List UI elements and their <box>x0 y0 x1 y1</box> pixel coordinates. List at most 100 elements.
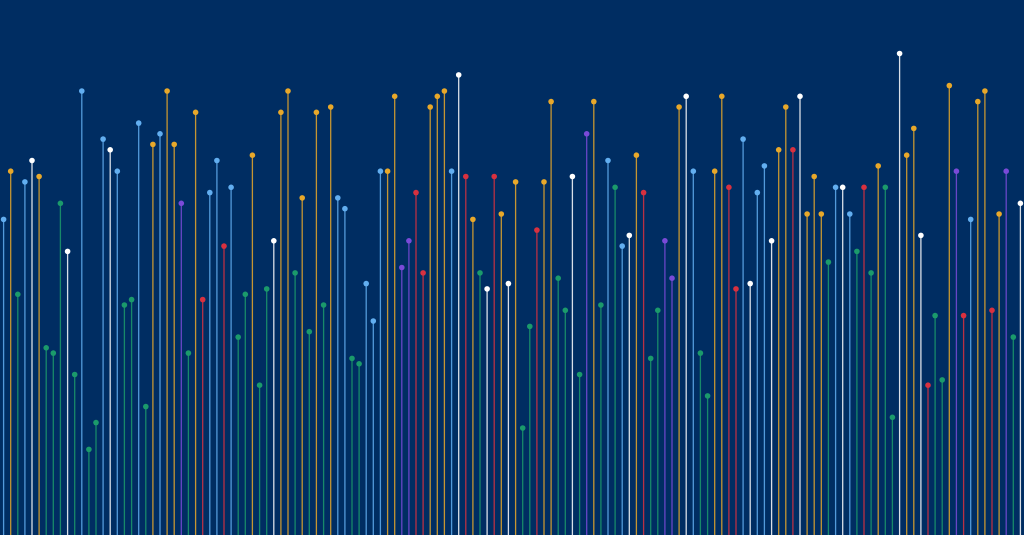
stem <box>548 98 554 535</box>
stem <box>854 248 860 535</box>
stem <box>527 323 533 535</box>
stem <box>626 232 633 535</box>
stem <box>235 334 241 535</box>
stem-dot <box>811 173 817 180</box>
stem <box>29 157 35 535</box>
stem <box>825 259 832 535</box>
stem <box>455 72 462 535</box>
stem-dot <box>960 312 967 319</box>
stem <box>555 275 561 535</box>
stem-dot <box>14 291 21 298</box>
stem <box>121 302 128 535</box>
stem-dot <box>114 168 121 174</box>
stem-dot <box>214 157 220 164</box>
stem-dot <box>278 109 284 116</box>
stem <box>100 136 106 535</box>
stem <box>519 425 526 535</box>
stem-dot <box>271 238 277 244</box>
stem-dot <box>882 184 889 191</box>
stem-dot <box>719 93 725 100</box>
stem-dot <box>967 216 974 223</box>
stem-dot <box>178 200 185 207</box>
stem-dot <box>356 361 362 367</box>
stem-dot <box>676 104 682 110</box>
stem <box>185 350 192 535</box>
stem <box>868 270 874 535</box>
stem <box>199 296 206 535</box>
stem <box>591 98 597 535</box>
stem <box>135 120 142 535</box>
stem-dot <box>1003 168 1009 174</box>
stem <box>583 131 590 535</box>
stem <box>697 350 704 535</box>
stem-dot <box>185 350 192 356</box>
stem-dot <box>946 82 953 89</box>
stem-dot <box>349 355 355 362</box>
stem <box>1017 200 1024 535</box>
stem <box>64 248 71 535</box>
stem <box>22 179 28 535</box>
stem <box>939 377 945 535</box>
stem-dot <box>839 184 846 191</box>
stem <box>726 184 732 535</box>
stem <box>221 243 227 535</box>
stem <box>1010 334 1017 535</box>
stem-dot <box>484 286 490 292</box>
stem-dot <box>989 307 995 314</box>
stem <box>7 168 14 535</box>
stem-dot <box>754 189 761 196</box>
stem <box>71 371 78 535</box>
stem-dot <box>534 227 540 233</box>
stem <box>633 152 640 535</box>
stem-dot <box>953 168 960 174</box>
stem-dot <box>363 280 370 287</box>
stem <box>612 184 618 535</box>
stem-dot <box>847 211 853 217</box>
stem-dot <box>555 275 561 282</box>
stem <box>989 307 995 535</box>
stem <box>690 168 697 535</box>
stem <box>36 173 42 535</box>
stem <box>619 243 625 535</box>
stem <box>882 184 889 535</box>
stem-dot <box>470 216 476 223</box>
stem-dot <box>143 403 149 410</box>
stem <box>214 157 220 535</box>
stem <box>797 93 803 535</box>
stem-dot <box>569 173 576 180</box>
stem <box>470 216 476 535</box>
stem-dot <box>86 446 92 453</box>
stem-dot <box>498 211 505 217</box>
stem-dot <box>505 280 512 287</box>
stem-dot <box>740 136 746 142</box>
stem <box>569 173 576 535</box>
stem <box>356 361 362 535</box>
stem <box>406 238 412 535</box>
stem <box>839 184 846 535</box>
stem-dot <box>562 307 569 314</box>
stem-dot <box>256 382 263 389</box>
stem <box>605 157 611 535</box>
stem <box>306 328 313 535</box>
stem-dot <box>128 296 135 303</box>
stem-dot <box>541 179 547 185</box>
stem-dot <box>64 248 71 255</box>
stem-dot <box>619 243 625 249</box>
stem-dot <box>868 270 874 276</box>
stem <box>932 312 938 535</box>
stem-dot <box>285 88 291 94</box>
stem-dot <box>612 184 618 191</box>
stem-dot <box>335 195 341 201</box>
stem <box>335 195 341 535</box>
stem <box>889 414 896 535</box>
stem <box>370 318 377 535</box>
stem-dot <box>583 131 590 137</box>
stem-dot <box>875 163 881 169</box>
stem <box>491 173 498 535</box>
stem-dot <box>491 173 498 180</box>
stem-dot <box>29 157 35 164</box>
stem <box>242 291 249 535</box>
stem-dot <box>932 312 938 319</box>
stem <box>598 302 604 535</box>
stem-dot <box>896 50 903 57</box>
